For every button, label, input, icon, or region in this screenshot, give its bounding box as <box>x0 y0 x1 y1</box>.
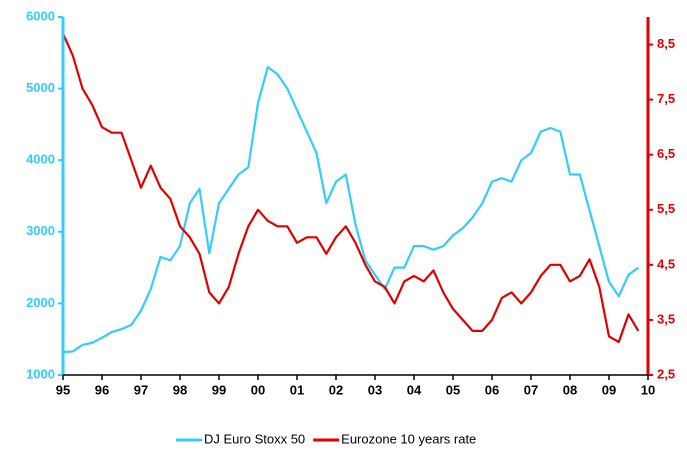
y-tick-label: 1000 <box>26 366 55 381</box>
x-tick-label: 97 <box>134 382 148 397</box>
x-tick-label: 09 <box>602 382 616 397</box>
x-tick-label: 06 <box>485 382 499 397</box>
data-line <box>62 66 639 354</box>
legend-label: Eurozone 10 years rate <box>341 431 476 446</box>
y-tick-label: 3000 <box>26 223 55 238</box>
x-tick-label: 10 <box>641 382 655 397</box>
data-line <box>61 33 640 344</box>
x-tick-label: 01 <box>290 382 304 397</box>
y-tick-label: 5000 <box>26 80 55 95</box>
y2-tick-label: 4,5 <box>657 256 675 271</box>
y-tick-label: 6000 <box>26 8 55 23</box>
x-tick-label: 99 <box>212 382 226 397</box>
x-tick-label: 07 <box>524 382 538 397</box>
y2-tick-label: 2,5 <box>657 366 675 381</box>
x-tick-label: 95 <box>56 382 70 397</box>
x-tick-label: 05 <box>446 382 460 397</box>
x-tick-label: 96 <box>95 382 109 397</box>
y2-tick-label: 5,5 <box>657 201 675 216</box>
x-tick-label: 02 <box>329 382 343 397</box>
x-tick-label: 08 <box>563 382 577 397</box>
x-tick-label: 98 <box>173 382 187 397</box>
y2-tick-label: 3,5 <box>657 311 675 326</box>
y-tick-label: 2000 <box>26 295 55 310</box>
x-tick-label: 03 <box>368 382 382 397</box>
y-tick-label: 4000 <box>26 152 55 167</box>
y2-tick-label: 7,5 <box>657 91 675 106</box>
y2-tick-label: 6,5 <box>657 146 675 161</box>
x-tick-label: 04 <box>407 382 422 397</box>
x-tick-label: 00 <box>251 382 265 397</box>
y2-tick-label: 8,5 <box>657 36 675 51</box>
legend-label: DJ Euro Stoxx 50 <box>204 431 305 446</box>
